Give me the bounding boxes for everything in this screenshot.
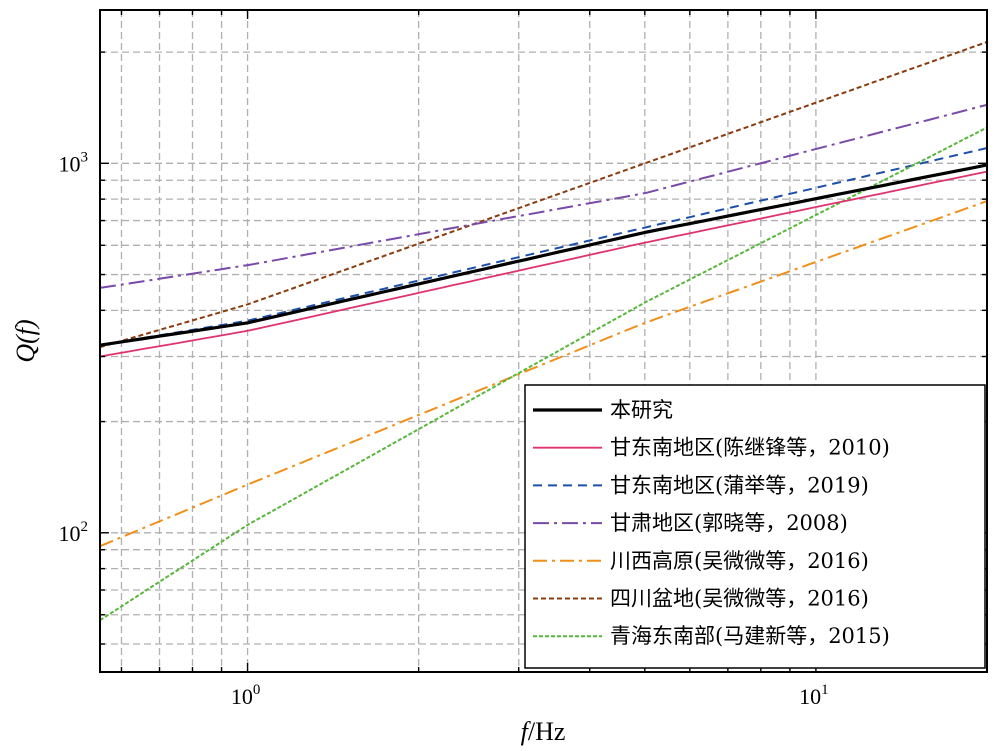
y-tick-label: 103 (59, 149, 89, 176)
x-tick-base: 10 (231, 684, 253, 709)
plot-frame (99, 9, 988, 673)
series-line (99, 170, 988, 358)
x-tick-label: 100 (231, 682, 261, 709)
legend-label: 青海东南部(马建新等，2015) (610, 624, 890, 648)
legend-box (524, 384, 986, 669)
series-layer (99, 41, 988, 622)
legend-label: 甘东南地区(陈继锋等，2010) (610, 436, 890, 460)
y-axis-label: Q(f) (11, 319, 40, 362)
legend-label: 甘东南地区(蒲举等，2019) (610, 473, 869, 497)
legend-label: 川西高原(吴微微等，2016) (610, 549, 869, 573)
x-tick-label: 101 (799, 682, 829, 709)
y-tick-exponent: 2 (81, 519, 89, 535)
y-tick-base: 10 (59, 151, 81, 176)
x-axis-label-italic: f (521, 717, 532, 746)
x-axis-label: f/Hz (521, 717, 566, 746)
x-axis-label-unit: /Hz (528, 717, 566, 746)
series-line (99, 147, 988, 347)
legend-label: 四川盆地(吴微微等，2016) (610, 587, 869, 611)
x-tick-exponent: 1 (821, 682, 829, 698)
x-tick-exponent: 0 (253, 682, 261, 698)
y-tick-label: 102 (59, 519, 89, 546)
y-tick-base: 10 (59, 521, 81, 546)
series-line (99, 163, 988, 347)
series-line (99, 41, 988, 349)
x-tick-base: 10 (799, 684, 821, 709)
legend-label: 甘肃地区(郭晓等，2008) (610, 511, 848, 535)
legend-label: 本研究 (610, 398, 673, 422)
series-line (99, 103, 988, 289)
series-line (99, 200, 988, 548)
y-tick-exponent: 3 (81, 149, 89, 165)
